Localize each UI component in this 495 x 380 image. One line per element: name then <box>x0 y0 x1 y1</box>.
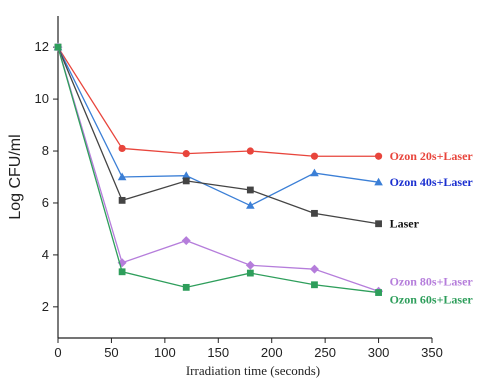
data-point <box>310 152 319 160</box>
data-point <box>181 171 191 179</box>
x-tick-label: 0 <box>54 345 61 360</box>
x-ticks: 0 50 100 150 200 250 300 350 <box>54 338 443 360</box>
data-point <box>118 144 126 153</box>
y-axis-label: Log CFU/ml <box>7 134 24 219</box>
data-point <box>246 201 255 209</box>
series-1 <box>53 42 383 209</box>
series-labels: Ozon 20s+Laser Ozon 40s+Laser Laser Ozon 80… <box>390 149 474 306</box>
data-point <box>117 172 127 181</box>
series-line <box>57 46 379 207</box>
y-ticks: 2 4 6 8 10 12 <box>35 39 58 314</box>
data-point <box>311 281 318 289</box>
data-point <box>309 264 319 274</box>
x-tick-label: 300 <box>368 345 390 360</box>
data-point <box>118 196 126 204</box>
y-tick-label: 8 <box>42 143 49 158</box>
series-line <box>57 46 379 157</box>
series-label: Ozon 60s+Laser <box>390 293 474 307</box>
x-tick-label: 50 <box>104 345 118 360</box>
x-tick-label: 200 <box>261 345 283 360</box>
y-tick-label: 2 <box>42 299 49 314</box>
x-tick-label: 150 <box>207 345 229 360</box>
series-4 <box>54 43 382 296</box>
y-tick-label: 6 <box>42 195 49 210</box>
data-point <box>245 260 255 270</box>
series-layer <box>53 42 384 296</box>
y-tick-label: 4 <box>42 247 49 262</box>
series-0 <box>54 43 383 160</box>
data-point <box>375 289 382 296</box>
series-line <box>57 46 379 294</box>
series-3 <box>53 42 384 296</box>
series-label: Laser <box>390 217 420 231</box>
x-tick-label: 350 <box>421 345 443 360</box>
data-point <box>182 283 190 291</box>
y-tick-label: 12 <box>35 39 49 54</box>
x-axis-label: Irradiation time (seconds) <box>186 363 320 378</box>
series-label: Ozon 40s+Laser <box>390 175 474 189</box>
data-point <box>246 186 254 194</box>
data-point <box>181 236 191 246</box>
data-point <box>182 150 190 158</box>
data-point <box>54 43 62 51</box>
data-point <box>310 168 319 177</box>
data-point <box>374 152 383 160</box>
axes <box>57 16 432 339</box>
data-point <box>375 220 382 228</box>
data-point <box>311 209 318 217</box>
series-line <box>57 46 379 292</box>
x-tick-label: 250 <box>314 345 336 360</box>
data-point <box>246 269 254 277</box>
data-point <box>182 177 190 185</box>
series-label: Ozon 80s+Laser <box>390 274 474 288</box>
series-label: Ozon 20s+Laser <box>390 149 474 163</box>
data-point <box>118 268 126 276</box>
data-point <box>246 147 254 155</box>
data-point <box>374 177 383 186</box>
x-tick-label: 100 <box>154 345 176 360</box>
y-tick-label: 10 <box>35 91 49 106</box>
series-line <box>57 46 379 225</box>
